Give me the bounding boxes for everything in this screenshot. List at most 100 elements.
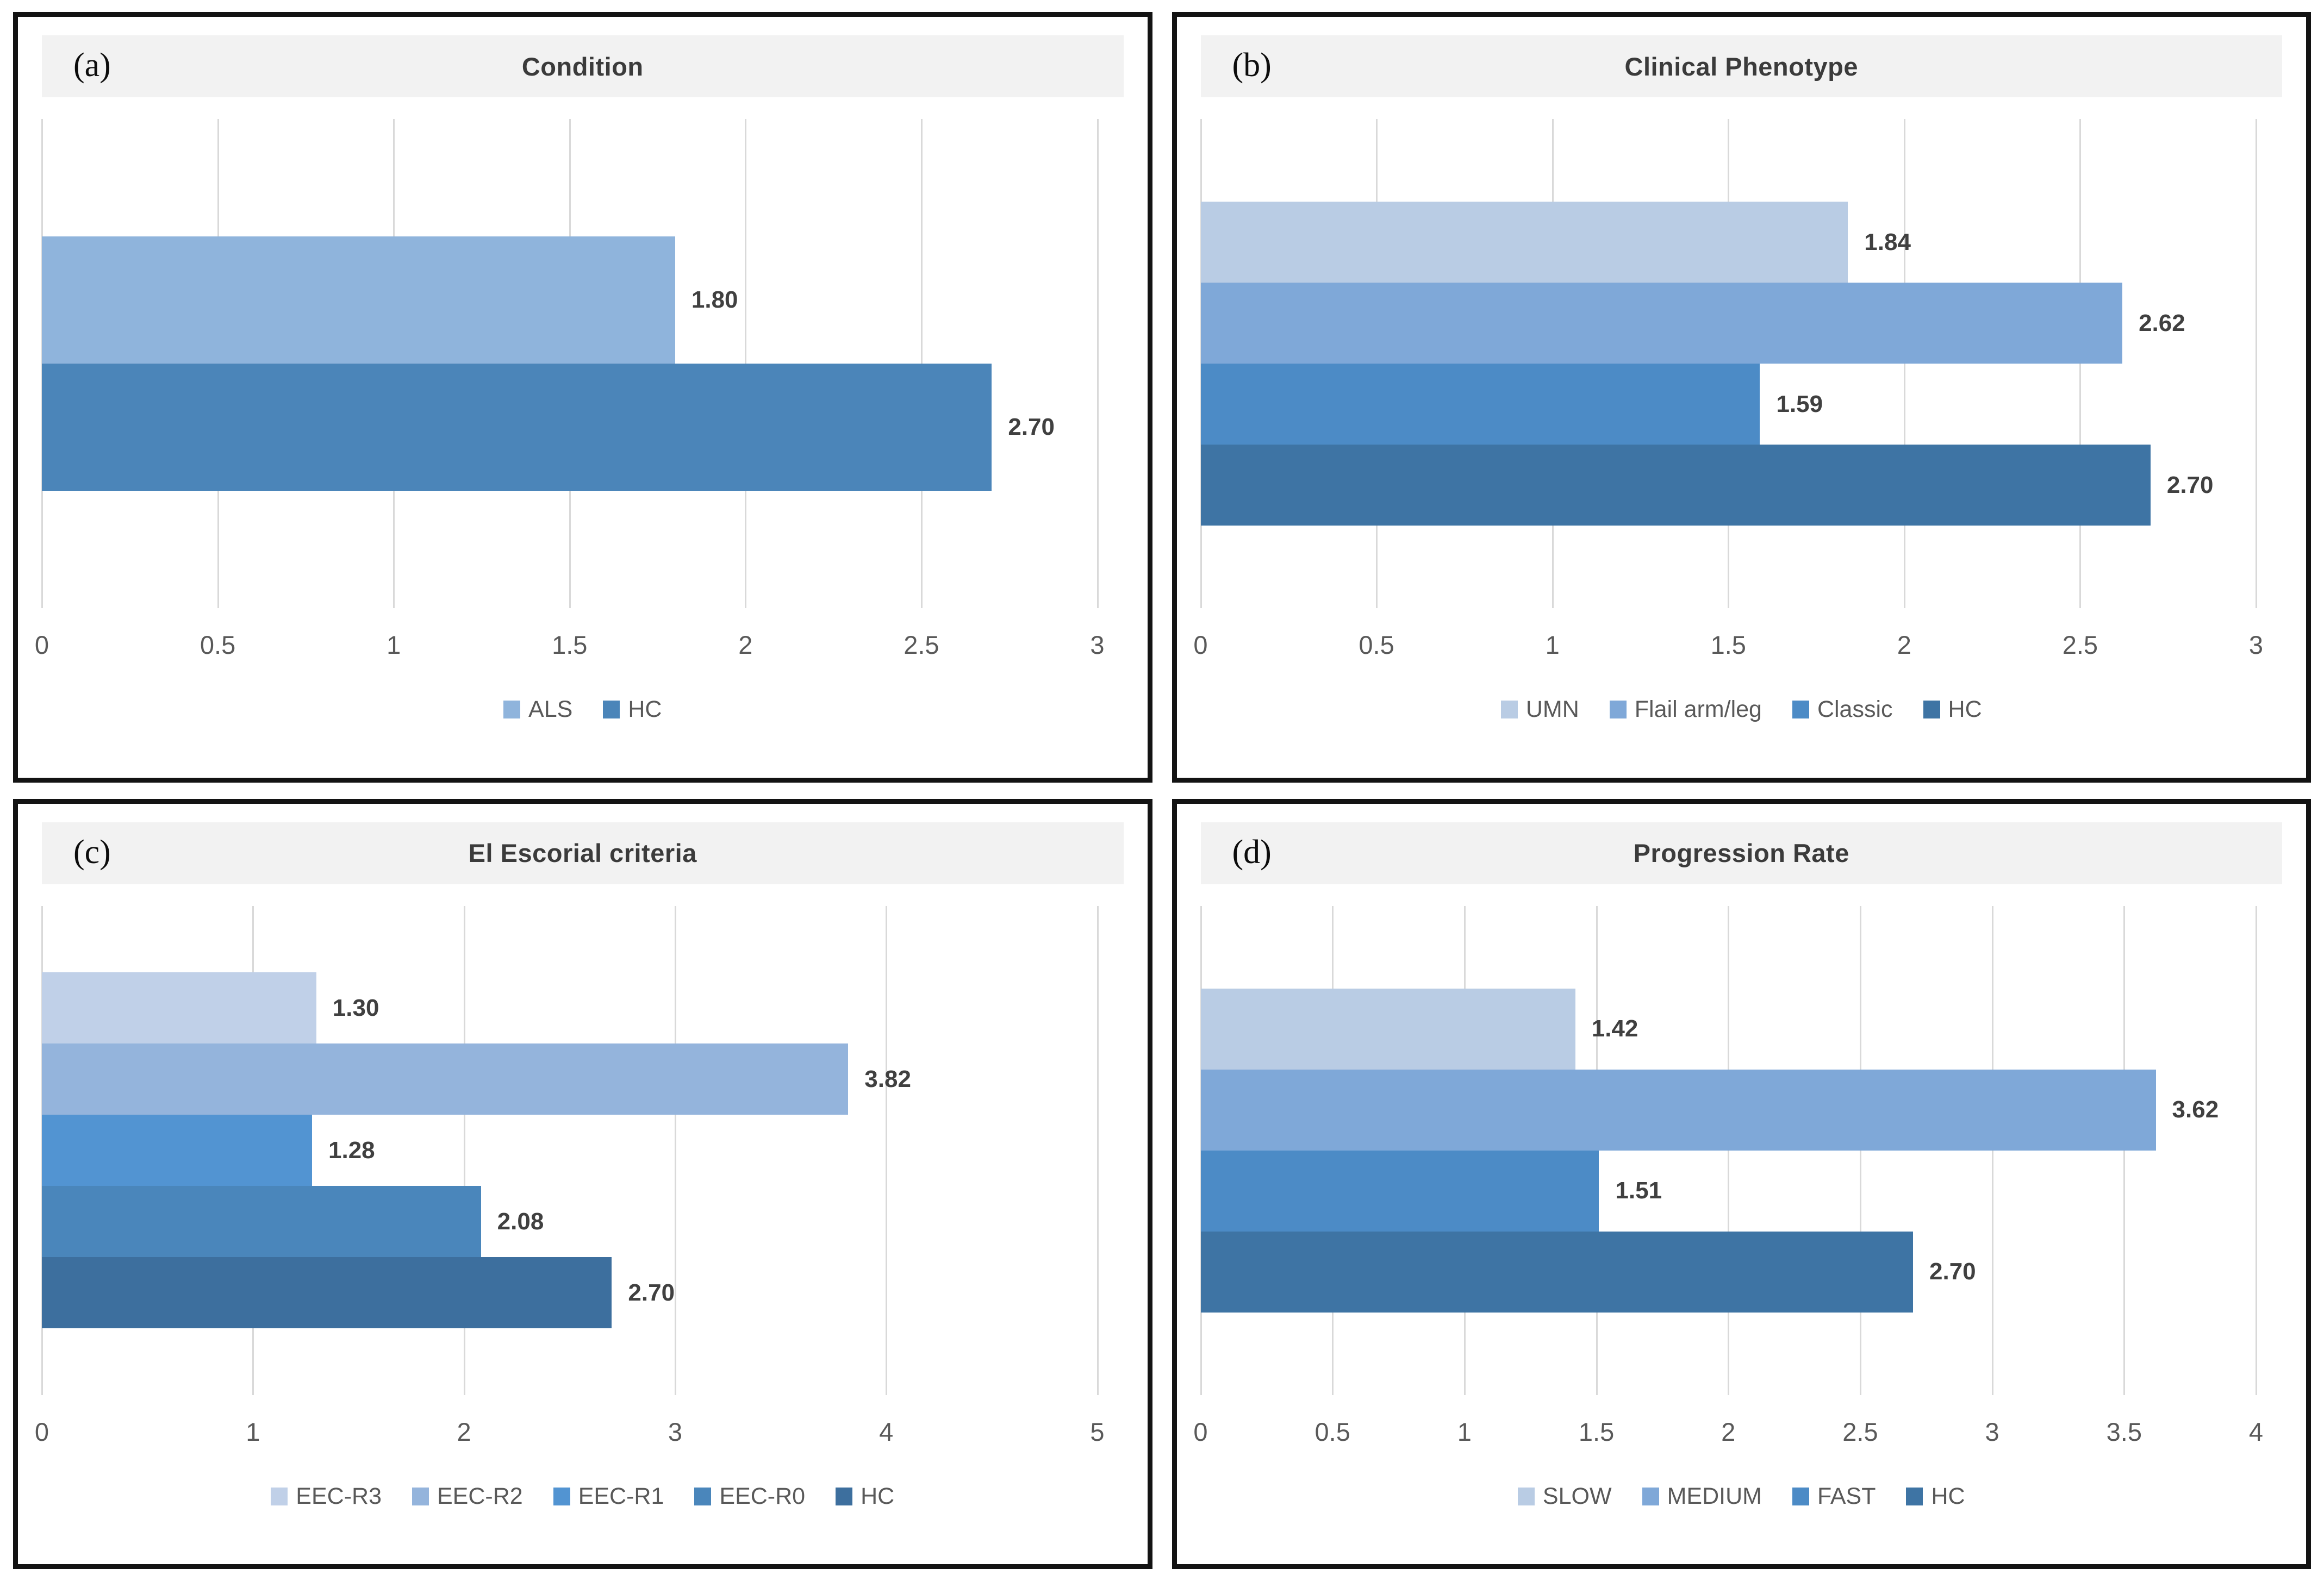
bar-row: 2.08 [42, 1186, 1098, 1257]
x-axis: 0 0.5 1 1.5 2 2.5 3 [1193, 630, 2263, 660]
x-axis-tick: 1 [387, 630, 401, 659]
bar-value-label: 1.80 [691, 286, 738, 313]
x-axis: 0 0.5 1 1.5 2 2.5 3 3.5 4 [1193, 1417, 2263, 1447]
bar-eec-r0 [42, 1186, 481, 1257]
chart-title-band: (d) Progression Rate [1200, 822, 2282, 884]
legend-item-eec-r0: EEC-R0 [694, 1483, 805, 1510]
x-axis-tick: 2.5 [1842, 1417, 1878, 1446]
bar-value-label: 2.70 [628, 1279, 675, 1306]
legend-label: HC [628, 696, 662, 722]
legend-item-eec-r2: EEC-R2 [412, 1483, 523, 1510]
x-axis-tick: 1.5 [552, 630, 588, 659]
chart-title: Condition [521, 52, 644, 81]
chart-title: El Escorial criteria [468, 839, 697, 867]
bar-flail-arm-leg [1200, 283, 2123, 364]
gridline [1096, 119, 1099, 608]
bar-value-label: 2.70 [1929, 1258, 1976, 1285]
gridline [1728, 905, 1730, 1395]
bar-value-label: 3.62 [2172, 1096, 2219, 1123]
gridline [2079, 119, 2082, 608]
bar-als [42, 236, 675, 364]
panel-letter: (d) [1232, 833, 1272, 871]
bar-value-label: 2.62 [2139, 309, 2185, 336]
legend-item-hc: HC [1923, 696, 1982, 723]
legend-color-chip [412, 1487, 429, 1505]
legend-label: EEC-R3 [296, 1483, 382, 1509]
x-axis-tick: 2 [738, 630, 753, 659]
plot-area: 1.42 3.62 1.51 2.70 [1200, 905, 2257, 1395]
bar-hc [1200, 1231, 1913, 1313]
x-axis-tick: 1.5 [1578, 1417, 1615, 1446]
legend-item-umn: UMN [1500, 696, 1579, 723]
legend: SLOW MEDIUM FAST HC [1201, 1483, 2283, 1510]
legend-item-als: ALS [503, 696, 572, 723]
legend-color-chip [694, 1487, 712, 1505]
x-axis: 0 1 2 3 4 5 [35, 1417, 1105, 1447]
bar-row: 1.42 [1200, 988, 2257, 1070]
panel-letter: (a) [73, 47, 111, 84]
chart-title-band: (b) Clinical Phenotype [1200, 35, 2282, 97]
legend-label: MEDIUM [1667, 1483, 1762, 1509]
bar-row: 1.59 [1200, 364, 2257, 445]
gridline [674, 905, 676, 1395]
bar-value-label: 1.42 [1591, 1015, 1638, 1042]
x-axis-tick: 4 [879, 1417, 894, 1446]
bar-value-label: 1.28 [328, 1136, 375, 1164]
bar-row: 3.62 [1200, 1069, 2257, 1151]
legend: UMN Flail arm/leg Classic HC [1201, 696, 2283, 723]
bar-row: 2.70 [1200, 445, 2257, 526]
bar-eec-r1 [42, 1115, 313, 1186]
plot-area: 1.84 2.62 1.59 2.70 [1200, 119, 2257, 608]
plot-area: 1.30 3.82 1.28 2.08 2.70 [41, 905, 1099, 1395]
x-axis-tick: 2 [1897, 630, 1911, 659]
legend-item-flail-arm-leg: Flail arm/leg [1609, 696, 1762, 723]
legend-color-chip [1792, 1487, 1809, 1505]
bar-value-label: 1.84 [1864, 228, 1911, 255]
x-axis-tick: 0 [1193, 630, 1208, 659]
legend-label: HC [1931, 1483, 1965, 1509]
legend-item-fast: FAST [1792, 1483, 1876, 1510]
x-axis: 0 0.5 1 1.5 2 2.5 3 [35, 630, 1105, 660]
bar-value-label: 2.70 [1008, 414, 1055, 440]
bar-hc [42, 1257, 612, 1328]
bar-medium [1200, 1069, 2156, 1151]
chart-title-band: (a) Condition [42, 35, 1124, 97]
legend-color-chip [1517, 1487, 1535, 1505]
chart-panel-a: (a) Condition 1.80 2.70 0 0.5 1 1.5 2 2.5 3 ALS… [13, 12, 1152, 783]
legend-label: EEC-R2 [437, 1483, 523, 1509]
bar-value-label: 2.70 [2166, 471, 2214, 498]
bar-cluster: 1.84 2.62 1.59 2.70 [1200, 119, 2257, 608]
bar-cluster: 1.42 3.62 1.51 2.70 [1200, 906, 2257, 1395]
legend-label: Classic [1817, 696, 1893, 722]
x-axis-tick: 0.5 [200, 630, 236, 659]
legend-item-hc: HC [603, 696, 662, 723]
bar-cluster: 1.30 3.82 1.28 2.08 2.70 [42, 906, 1098, 1395]
legend-label: SLOW [1542, 1483, 1612, 1509]
legend-label: ALS [528, 696, 573, 722]
legend-label: UMN [1525, 696, 1579, 722]
legend-label: HC [1948, 696, 1982, 722]
x-axis-tick: 2.5 [904, 630, 939, 659]
chart-title: Progression Rate [1633, 839, 1849, 867]
bar-eec-r2 [42, 1043, 849, 1115]
x-axis-tick: 2.5 [2062, 630, 2098, 659]
bar-row: 2.70 [42, 1257, 1098, 1328]
x-axis-tick: 3 [1090, 630, 1105, 659]
legend-label: EEC-R1 [578, 1483, 664, 1509]
bar-classic [1200, 364, 1760, 445]
bar-row: 2.70 [1200, 1231, 2257, 1313]
bar-slow [1200, 988, 1575, 1070]
x-axis-tick: 0.5 [1359, 630, 1394, 659]
x-axis-tick: 3 [668, 1417, 682, 1446]
panel-letter: (c) [73, 833, 111, 871]
bar-value-label: 1.30 [332, 994, 379, 1021]
legend-item-slow: SLOW [1517, 1483, 1612, 1510]
chart-title: Clinical Phenotype [1624, 52, 1858, 81]
bar-hc [42, 364, 992, 491]
bar-row: 1.51 [1200, 1150, 2257, 1232]
legend-item-hc: HC [1906, 1483, 1965, 1510]
gridline [1903, 119, 1905, 608]
legend-item-hc: HC [836, 1483, 894, 1510]
legend-color-chip [603, 701, 620, 718]
